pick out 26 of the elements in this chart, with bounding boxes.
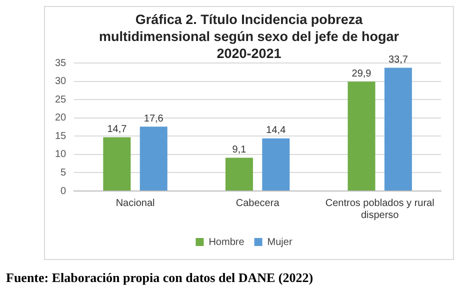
y-tick-label: 25 xyxy=(55,94,67,106)
data-label: 33,7 xyxy=(388,54,408,66)
legend-label: Hombre xyxy=(208,236,245,248)
y-tick-label: 30 xyxy=(55,76,67,88)
y-tick-label: 35 xyxy=(55,58,67,69)
data-label: 17,6 xyxy=(144,113,164,124)
x-tick-label: Cabecera xyxy=(236,198,280,209)
y-tick-label: 5 xyxy=(60,167,67,178)
data-label: 29,9 xyxy=(352,68,372,80)
source-note: Fuente: Elaboración propia con datos del DANE (2022) xyxy=(6,270,314,286)
data-label: 14,4 xyxy=(266,125,286,136)
bar xyxy=(262,138,290,190)
bar xyxy=(384,68,412,190)
y-tick-label: 0 xyxy=(60,186,67,197)
y-tick-label: 20 xyxy=(55,112,67,124)
x-tick-label: Nacional xyxy=(116,198,155,209)
y-tick-label: 10 xyxy=(55,149,67,160)
x-tick-label: Centros poblados y rural disperso xyxy=(325,198,434,221)
bar xyxy=(225,158,253,190)
bar xyxy=(103,137,131,190)
data-label: 9,1 xyxy=(232,144,247,156)
legend-label: Mujer xyxy=(267,236,293,248)
bar xyxy=(140,126,168,190)
y-tick-label: 15 xyxy=(55,130,67,142)
bar xyxy=(348,82,376,190)
data-label: 14,7 xyxy=(107,124,128,135)
